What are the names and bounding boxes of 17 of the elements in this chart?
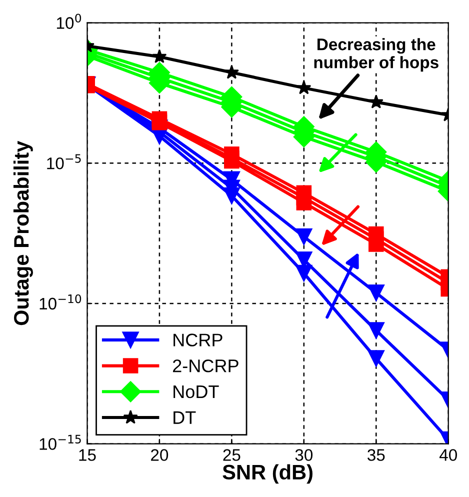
legend-label: 2-NCRP — [173, 360, 238, 372]
x-tick-label: 30 — [295, 449, 313, 461]
legend-label: NCRP — [174, 334, 222, 346]
y-tick-label: 10$^{−15}$ — [40, 434, 81, 450]
x-axis-title: SNR (dB) — [222, 464, 312, 484]
x-tick-label: 40 — [439, 449, 457, 461]
y-axis-title: Outage Probability — [13, 140, 33, 326]
y-tick-label: 10$^{−5}$ — [47, 154, 81, 170]
x-tick-label: 20 — [151, 449, 168, 461]
x-tick-label: 35 — [368, 449, 385, 461]
x-tick-label: 25 — [223, 449, 240, 461]
legend-label: NoDT — [174, 386, 219, 398]
y-tick-label: 10$^{0}$ — [56, 14, 82, 29]
annotation: Decreasing the number of hops — [314, 38, 438, 72]
y-tick-label: 10$^{−10}$ — [40, 294, 82, 310]
x-tick-label: 15 — [79, 449, 96, 461]
legend-label: DT — [174, 411, 196, 424]
